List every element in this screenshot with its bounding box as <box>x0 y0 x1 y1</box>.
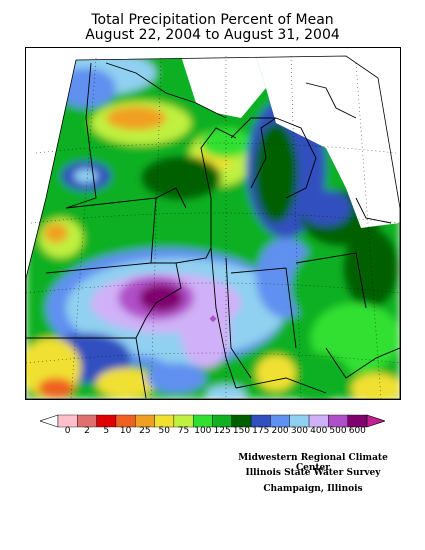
precipitation-map <box>25 47 401 400</box>
legend-tick-label: 400 <box>310 426 328 436</box>
legend-tick-label: 2 <box>84 426 90 436</box>
legend-tick-label: 75 <box>177 426 190 436</box>
legend-tick-label: 10 <box>119 426 132 436</box>
state-boundaries <box>26 62 400 399</box>
credit-location: Champaign, Illinois <box>263 484 363 494</box>
graticule <box>26 55 400 399</box>
map-date-range: August 22, 2004 to August 31, 2004 <box>85 27 340 43</box>
legend-tick-label: 300 <box>290 426 308 436</box>
legend-tick-label: 600 <box>348 426 366 436</box>
legend-low-arrow <box>40 414 59 428</box>
legend-high-arrow <box>366 414 385 428</box>
legend-tick-label: 150 <box>232 426 251 436</box>
color-legend: 0 2 5 10 25 50 75 100 125 150 175 200 300 400 500 600 <box>40 414 385 448</box>
legend-tick-label: 5 <box>103 426 110 436</box>
legend-tick-label: 175 <box>252 426 270 436</box>
legend-tick-label: 200 <box>271 426 289 436</box>
legend-tick-label: 100 <box>194 426 212 436</box>
legend-tick-label: 0 <box>64 426 71 436</box>
map-title: Total Precipitation Percent of Mean <box>91 12 334 28</box>
credit-survey: Illinois State Water Survey <box>245 468 381 478</box>
legend-tick-label: 125 <box>213 426 231 436</box>
legend-tick-label: 500 <box>329 426 347 436</box>
precipitation-field <box>26 56 400 399</box>
legend-tick-label: 25 <box>139 426 151 436</box>
credit-center: Midwestern Regional Climate Center <box>238 453 388 473</box>
legend-tick-label: 50 <box>158 426 170 436</box>
